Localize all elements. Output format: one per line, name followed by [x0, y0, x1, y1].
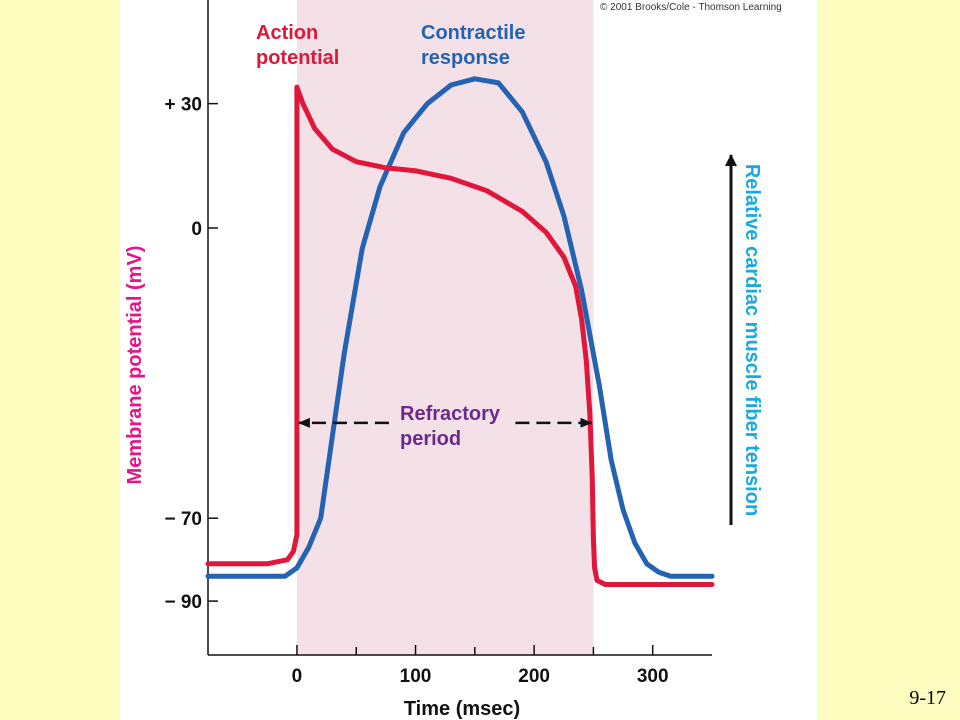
refractory-period-label: Refractory period	[400, 403, 506, 450]
contractile-response-label-line-2: response	[421, 47, 510, 69]
refractory-period-label-line-1: Refractory	[400, 403, 501, 425]
action-potential-label-line-1: Action	[256, 22, 318, 44]
y-axis-label: Membrane potential (mV)	[124, 246, 146, 485]
x-axis-label: Time (msec)	[404, 698, 520, 720]
copyright-text: © 2001 Brooks/Cole - Thomson Learning	[600, 2, 782, 13]
contractile-response-label-line-1: Contractile	[421, 22, 525, 44]
y-tick-label: − 70	[164, 509, 202, 530]
series-layer	[205, 76, 715, 587]
slide-number: 9-17	[909, 687, 946, 709]
contractile-response-label: Contractile response	[421, 22, 531, 69]
action-potential-label-line-2: potential	[256, 47, 339, 69]
action-potential-label: Action potential	[256, 22, 339, 69]
y-axis-right-label: Relative cardiac muscle fiber tension	[741, 164, 763, 516]
x-tick-label: 100	[400, 666, 432, 687]
y-tick-label: 0	[191, 219, 202, 240]
x-tick-label: 200	[518, 666, 550, 687]
action-potential-line	[205, 84, 715, 587]
refractory-period-label-line-2: period	[400, 428, 461, 450]
contractile-response-line	[205, 76, 715, 579]
x-tick-label: 0	[292, 666, 303, 687]
axes: 0 100 200 300 + 30 0 − 70 − 90	[164, 0, 712, 687]
x-tick-label: 300	[637, 666, 669, 687]
refractory-shaded-region	[296, 0, 594, 655]
y-tick-label: − 90	[164, 592, 202, 613]
y-tick-label: + 30	[164, 95, 202, 116]
